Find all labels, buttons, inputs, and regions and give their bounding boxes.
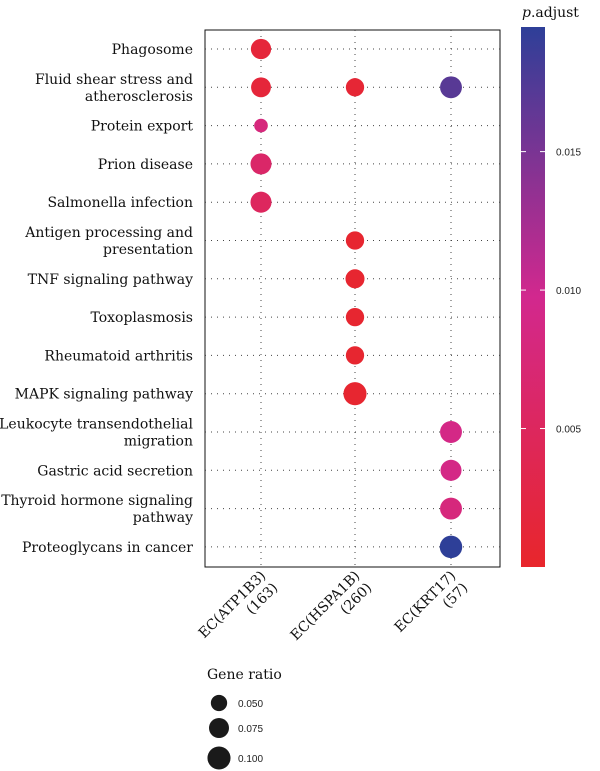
data-point [345,78,365,97]
data-point [251,77,271,98]
y-tick-label: Toxoplasmosis [90,310,193,326]
y-tick-label: pathway [133,510,193,526]
size-legend-title: Gene ratio [207,667,282,683]
size-legend-label: 0.050 [238,699,263,710]
y-tick-label: MAPK signaling pathway [15,387,193,403]
x-axis-tick-labels: EC(ATP1B3)(163) EC(HSPA1B)(260) EC(KRT17)(… [196,568,472,644]
data-point [345,269,365,289]
color-scale-title: p.adjust [522,5,579,21]
y-tick-label: Leukocyte transendothelial [0,417,194,433]
x-tick-label-group: EC(ATP1B3)(163) [196,568,282,642]
color-scale-tick-label: 0.015 [556,148,581,159]
grid-lines [204,29,501,568]
y-tick-label: Antigen processing and [24,225,193,241]
y-tick-label: Thyroid hormone signaling [1,493,193,509]
data-point [345,231,365,250]
x-tick-label-group: EC(KRT17)(57) [392,568,472,636]
y-tick-label: migration [124,434,193,450]
y-tick-label: Rheumatoid arthritis [44,348,193,364]
data-point [250,38,272,60]
data-point [440,497,462,520]
y-axis-term-labels: Phagosome Fluid shear stress andatheroscl… [0,42,194,556]
color-scale-bar [521,27,545,567]
data-point [345,307,365,327]
y-tick-label: TNF signaling pathway [28,272,193,288]
plot-frame [204,29,501,568]
size-legend-circle [207,746,231,770]
color-scale-tick-label: 0.010 [556,286,581,297]
x-tick-label-group: EC(HSPA1B)(260) [288,568,376,644]
data-point [250,191,272,213]
y-tick-label: presentation [103,242,193,258]
data-point [345,346,365,365]
data-point [440,76,462,99]
color-scale-ticks: 0.005 0.010 0.015 [521,148,581,436]
y-tick-label: Protein export [91,119,194,135]
y-tick-label: Gastric acid secretion [37,463,193,479]
color-scale-title-rest: .adjust [531,5,579,21]
y-tick-label: Phagosome [112,42,193,58]
size-legend: Gene ratio 0.050 0.075 0.100 [207,667,282,770]
data-points [250,38,463,559]
color-scale-title-italic: p [522,5,531,21]
y-tick-label: Fluid shear stress and [35,72,193,88]
y-tick-label: atherosclerosis [85,89,193,105]
size-legend-label: 0.100 [238,754,263,765]
data-point [440,421,462,443]
y-tick-label: Proteoglycans in cancer [22,540,193,556]
color-scale-legend: p.adjust 0.005 0.010 0.015 [521,5,581,567]
size-legend-circle [209,718,229,738]
y-tick-label: Prion disease [98,157,193,173]
data-point [439,535,463,559]
y-tick-label: Salmonella infection [47,195,193,211]
data-point [250,153,272,175]
size-legend-circle [210,694,228,712]
size-legend-items: 0.050 0.075 0.100 [207,694,263,770]
data-point [440,459,462,481]
data-point [343,382,367,406]
size-legend-label: 0.075 [238,724,263,735]
color-scale-tick-label: 0.005 [556,425,581,436]
data-point [254,118,268,133]
